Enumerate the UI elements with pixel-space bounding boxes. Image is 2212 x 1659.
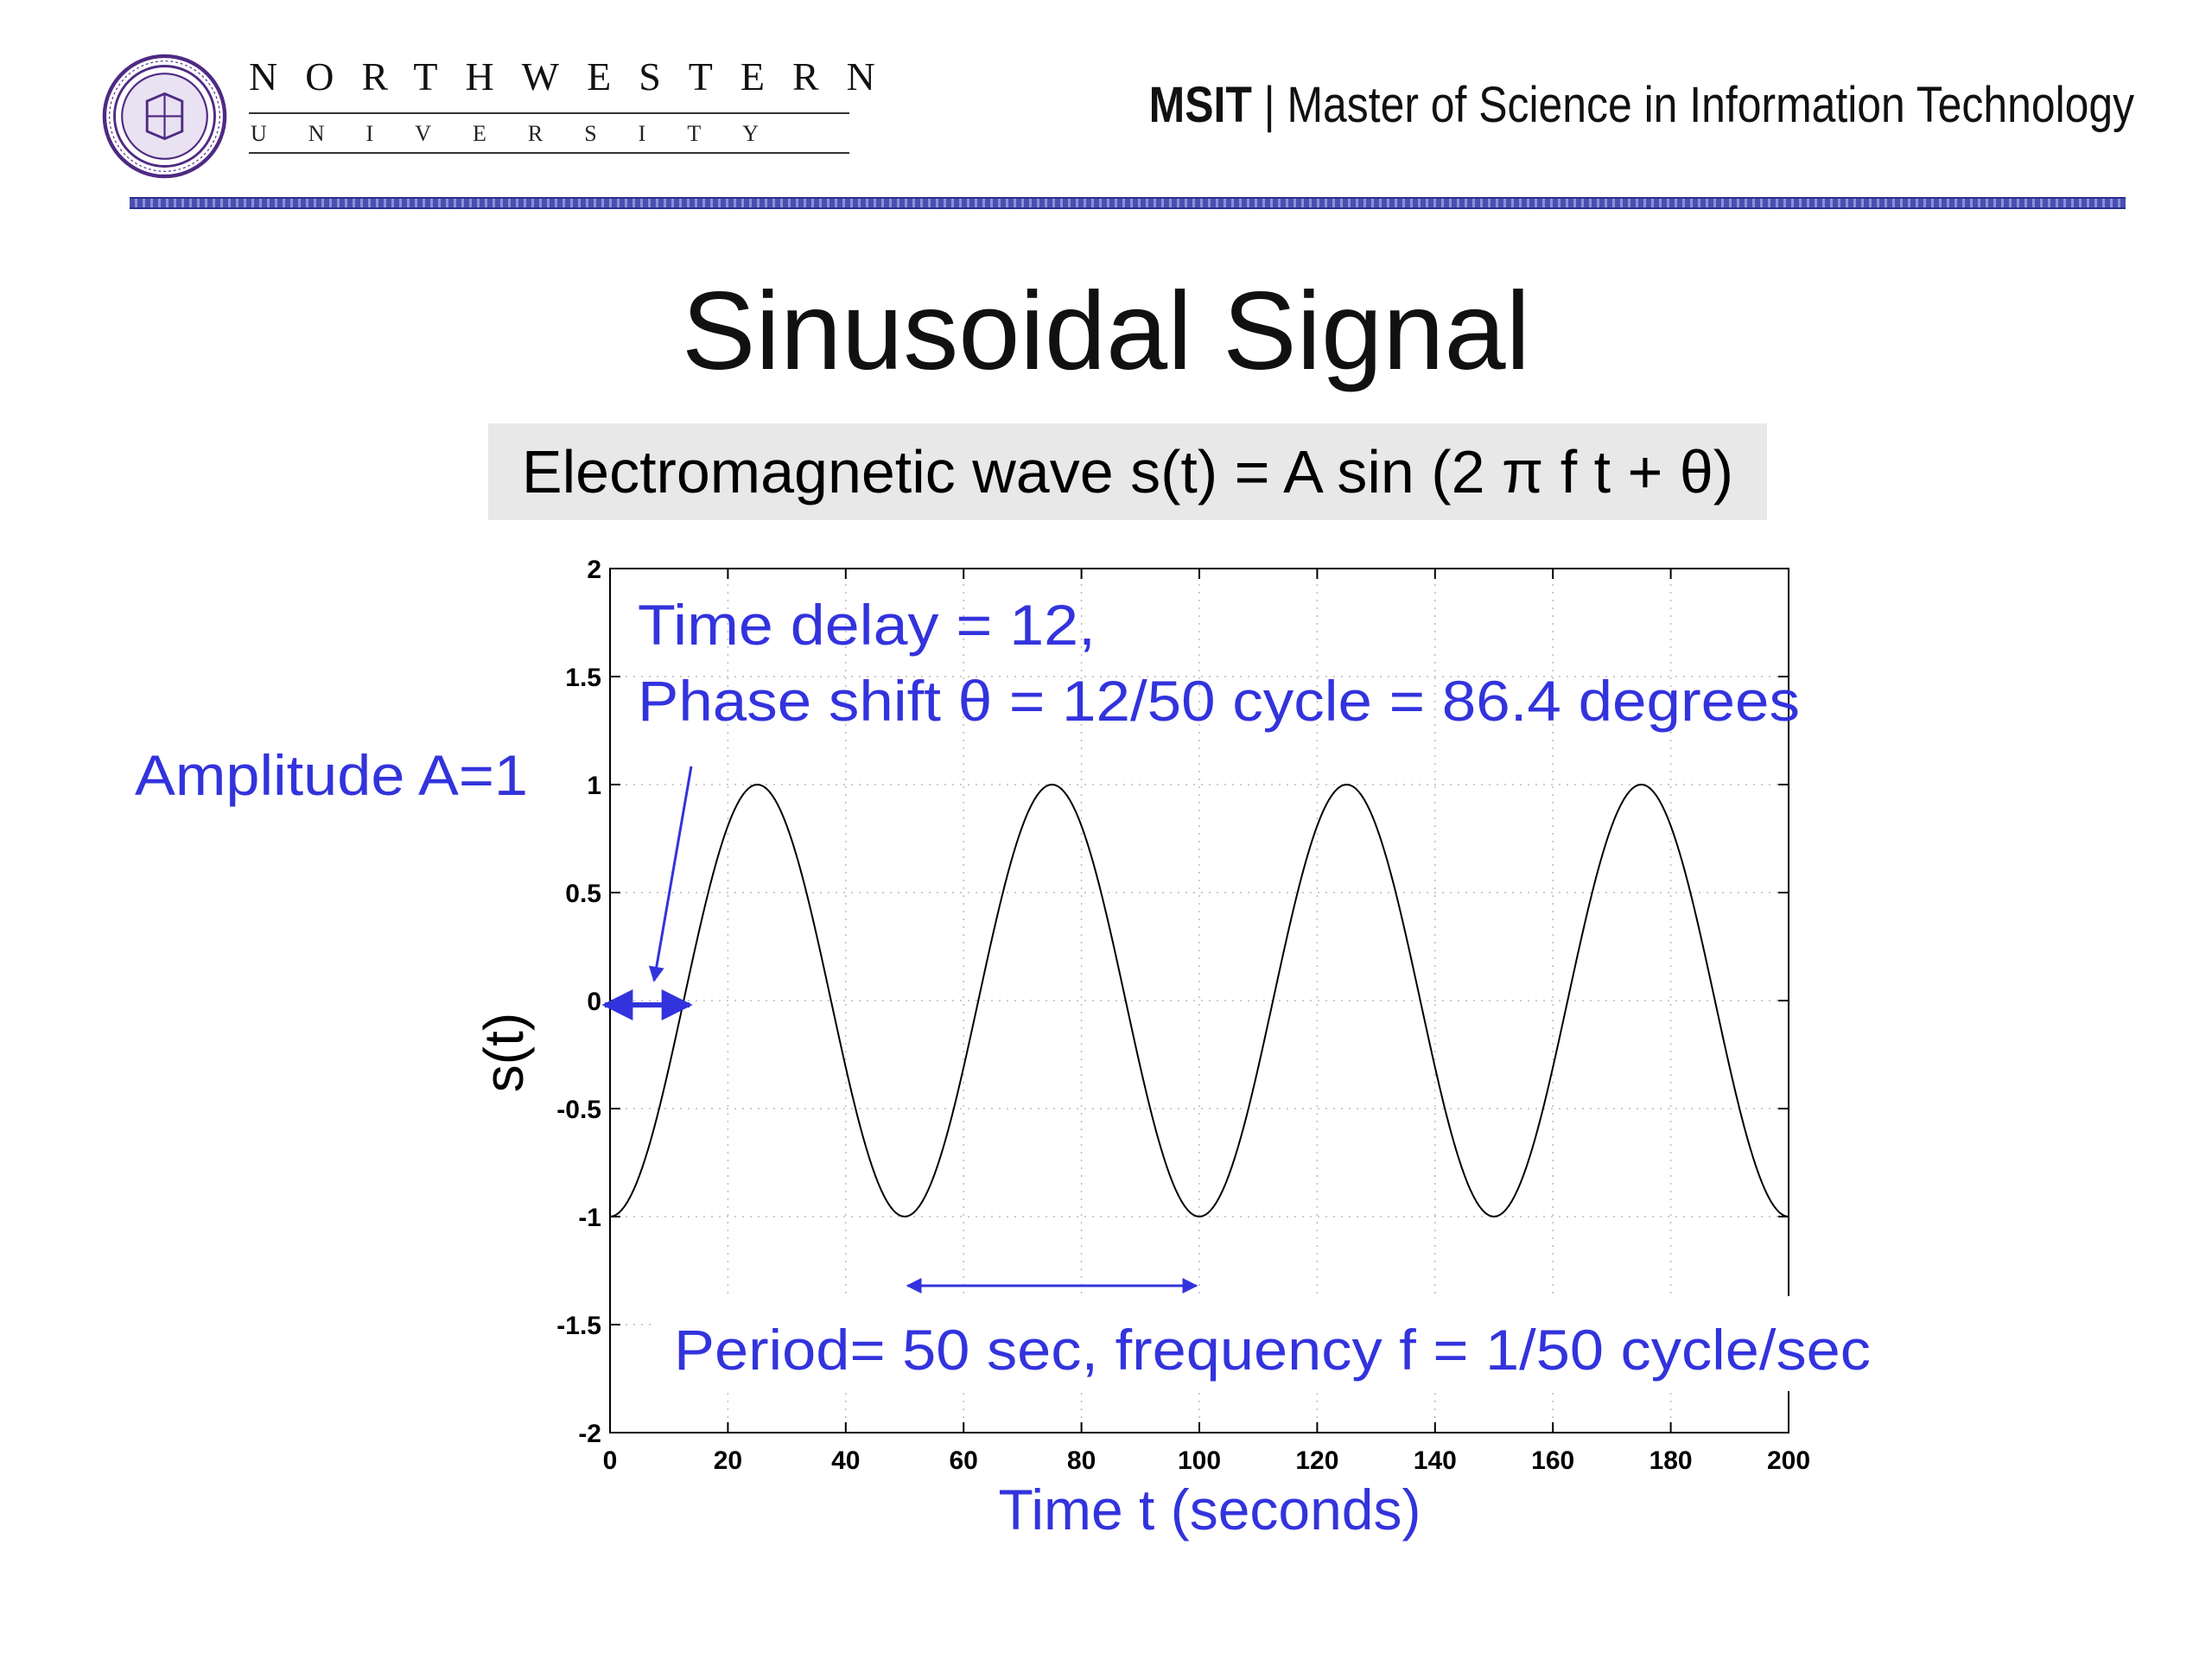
time-delay-pointer-arrow [648,766,693,982]
y-tick-label: -2 [578,1420,601,1448]
formula-text: Electromagnetic wave s(t) = A sin (2 π f… [521,438,1734,505]
slide-title: Sinusoidal Signal [682,270,1530,393]
y-tick-label: 1 [587,772,601,800]
university-name: NORTHWESTERN [249,54,903,99]
header-divider [130,197,2126,209]
x-axis-label: Time t (seconds) [998,1478,1421,1541]
series-line-sinusoid [609,783,1789,1218]
x-tick-label: 80 [1067,1446,1096,1475]
time-delay-annotation: Time delay = 12, [638,593,1096,657]
x-tick-label: 120 [1295,1446,1338,1475]
x-tick-label: 0 [603,1446,618,1475]
x-tick-label: 140 [1414,1446,1457,1475]
period-annotation: Period= 50 sec, frequency f = 1/50 cycle… [674,1318,1871,1382]
university-subtitle-rule [249,152,849,154]
y-tick-label: -1.5 [556,1312,601,1340]
amplitude-annotation: Amplitude A=1 [135,743,528,807]
x-tick-label: 180 [1649,1446,1693,1475]
program-abbr: MSIT [1148,77,1252,133]
x-tick-label: 100 [1178,1446,1221,1475]
x-tick-label: 60 [950,1446,978,1475]
x-tick-label: 20 [714,1446,742,1475]
y-tick-label: -1 [578,1204,601,1232]
phase-shift-annotation: Phase shift θ = 12/50 cycle = 86.4 degre… [638,669,1800,733]
northwestern-seal-logo [102,54,227,179]
formula-box: Electromagnetic wave s(t) = A sin (2 π f… [488,423,1767,520]
program-header: MSIT | Master of Science in Information … [1149,76,2134,134]
period-label-background [657,1296,1884,1391]
y-axis-label: s(t) [473,1013,535,1092]
y-tick-label: -0.5 [556,1096,601,1124]
tick-marks [609,568,1789,1433]
x-tick-labels: 0 20 40 60 80 100 120 140 160 180 200 [603,1446,1810,1475]
university-name-rule [249,112,849,114]
x-tick-label: 40 [831,1446,860,1475]
program-separator: | [1263,77,1275,133]
program-name: Master of Science in Information Technol… [1287,77,2134,133]
y-tick-label: 0 [587,988,601,1016]
y-tick-label: 2 [587,556,601,584]
amplitude-label-background [130,734,536,821]
x-tick-label: 160 [1531,1446,1574,1475]
x-tick-label: 200 [1767,1446,1810,1475]
y-tick-label: 1.5 [565,664,601,692]
university-subtitle: UNIVERSITY [251,121,800,146]
y-tick-labels: -2 -1.5 -1 -0.5 0 0.5 1 1.5 2 [556,556,601,1448]
y-tick-label: 0.5 [565,880,601,908]
